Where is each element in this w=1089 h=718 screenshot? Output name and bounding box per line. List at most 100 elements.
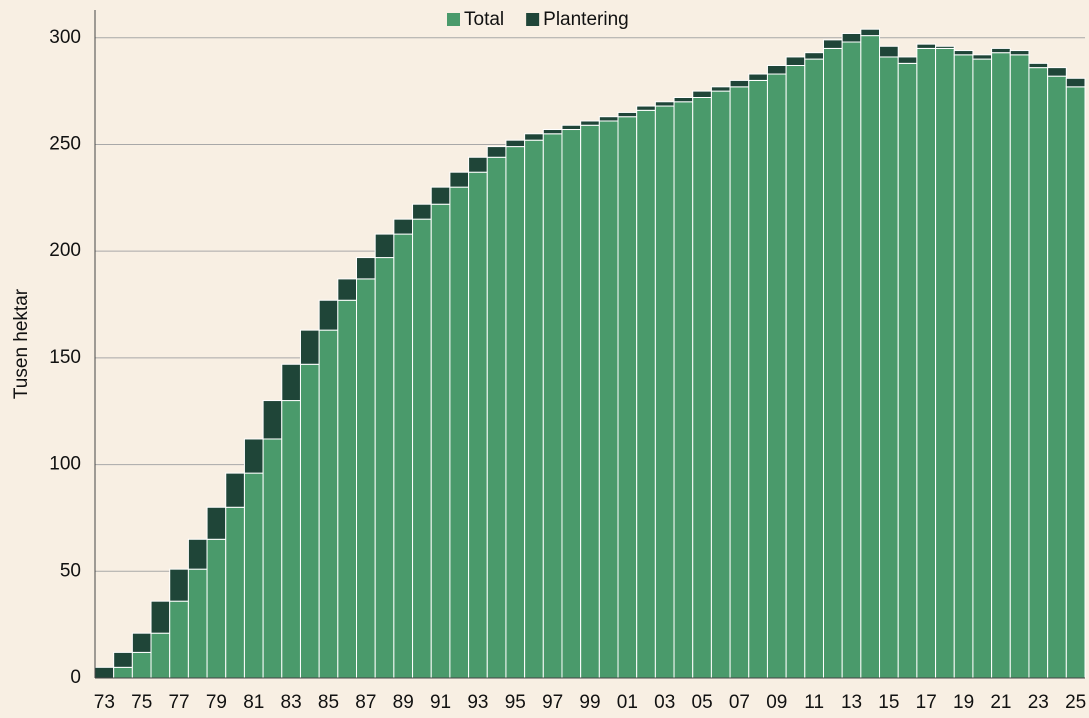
x-tick-label: 19 [953,692,974,713]
x-tick-label: 87 [355,692,376,713]
bar-segment [804,58,824,679]
bar-segment [430,203,451,679]
bar-segment [561,124,582,131]
bar-segment [991,47,1011,54]
bar-segment [692,97,712,679]
bar-segment [953,54,974,679]
x-tick-label: 97 [542,692,563,713]
x-tick-label: 83 [281,692,302,713]
x-tick-label: 21 [990,692,1011,713]
bar-segment [860,35,881,679]
x-tick-label: 03 [654,692,675,713]
bar-segment [636,109,656,679]
x-tick-label: 09 [766,692,787,713]
bar-segment [841,41,862,679]
bar-segment [113,666,133,679]
y-axis-title: Tusen hektar [11,288,32,399]
bar-segment [243,438,264,474]
bar-segment [935,45,955,49]
bar-segment [860,28,881,37]
bar-segment [1065,86,1086,679]
bar-segment [766,73,787,679]
bar-segment [710,90,731,679]
bar-segment [169,600,189,679]
bar-segment [356,257,376,280]
bar-segment [524,139,544,679]
bar-segment [243,472,264,679]
bar-segment [281,400,301,679]
x-tick-label: 89 [393,692,414,713]
bar-segment [785,56,806,66]
bar-segment [617,116,638,679]
bar-segment [262,438,283,679]
y-tick-label: 100 [49,454,81,475]
bar-segment [636,105,656,111]
legend-label: Plantering [543,9,629,30]
bar-segment [206,538,227,679]
legend-swatch [447,13,460,26]
bar-segment [991,52,1011,679]
bar-segment [804,52,824,60]
bar-segment [299,363,320,679]
y-tick-label: 250 [49,133,81,154]
x-tick-label: 79 [206,692,227,713]
bar-segment [412,218,432,679]
bar-segment [542,133,563,679]
bar-segment [1028,62,1049,69]
x-tick-label: 99 [579,692,600,713]
bar-segment [281,363,301,402]
bar-segment [262,400,283,440]
bar-segment [449,171,470,188]
bar-segment [654,105,675,679]
x-tick-label: 73 [94,692,115,713]
bar-segment [673,97,694,103]
bar-segment [617,111,638,118]
y-tick-label: 150 [49,347,81,368]
x-tick-label: 13 [841,692,862,713]
bar-segment [598,120,619,679]
y-tick-label: 200 [49,240,81,261]
bar-segment [935,47,955,679]
bar-segment [916,43,937,49]
bar-segment [972,54,993,60]
bar-segment [822,47,843,679]
y-tick-label: 50 [60,560,81,581]
bar-segment [374,233,395,259]
x-tick-label: 95 [505,692,526,713]
x-tick-label: 85 [318,692,339,713]
bar-segment [412,203,432,220]
bar-segment [337,278,358,301]
x-tick-label: 07 [729,692,750,713]
bar-segment [94,666,115,679]
bar-segment [729,79,750,88]
y-tick-label: 0 [70,667,81,688]
bar-segment [953,50,974,56]
bar-segment [879,45,899,58]
bar-segment [169,568,189,602]
x-tick-label: 77 [168,692,189,713]
bar-segment [822,39,843,49]
bar-segment [524,133,544,141]
bar-segment [187,538,208,570]
x-tick-label: 05 [692,692,713,713]
legend-swatch [526,13,540,26]
bar-segment [972,58,993,679]
bar-segment [841,32,862,43]
bar-segment [299,329,320,365]
bar-segment [449,186,470,679]
x-tick-label: 91 [430,692,451,713]
bar-segment [916,47,937,679]
bar-segment [1047,75,1067,679]
bar-segment [879,56,899,679]
bar-segment [505,139,526,148]
x-tick-label: 93 [467,692,488,713]
bar-segment [356,278,376,679]
bar-segment [505,146,526,679]
bar-segment [374,257,395,679]
bar-segment [1009,50,1030,56]
x-tick-label: 81 [243,692,264,713]
bar-segment [785,64,806,679]
bar-segment [748,73,768,81]
bar-segment [206,506,227,540]
